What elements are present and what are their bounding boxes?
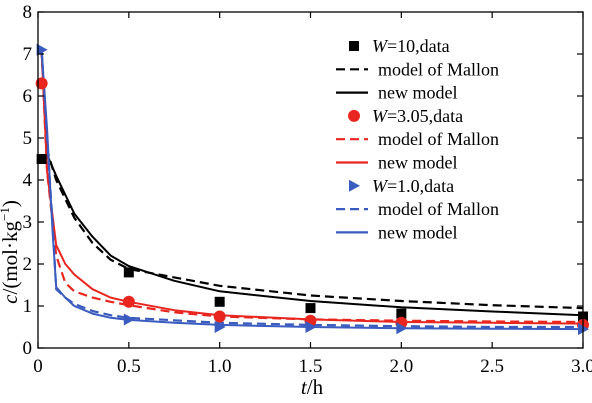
x-axis-title: t/h xyxy=(301,375,324,399)
series-layer xyxy=(40,49,584,331)
y-tick-label: 4 xyxy=(23,170,33,191)
series-line-2 xyxy=(40,49,584,324)
data-point-square xyxy=(36,154,47,164)
series-line-0 xyxy=(40,49,584,310)
y-tick-label: 5 xyxy=(23,128,33,149)
x-tick-label: 0 xyxy=(33,356,43,377)
data-point-triangle xyxy=(214,321,226,333)
data-point-square xyxy=(214,296,225,307)
data-point-triangle xyxy=(36,43,48,56)
data-point-square xyxy=(305,303,316,314)
legend-label: W=1.0,data xyxy=(372,176,454,196)
series-line-4 xyxy=(40,49,583,329)
legend-label: model of Mallon xyxy=(378,59,499,79)
data-point-square xyxy=(123,267,134,278)
legend-marker-circle xyxy=(348,109,360,122)
series-line-5 xyxy=(40,49,584,331)
legend-marker-triangle xyxy=(349,179,360,192)
data-point-triangle xyxy=(396,322,408,335)
x-tick-label: 2.5 xyxy=(480,356,504,377)
y-tick-label: 7 xyxy=(23,44,33,65)
y-tick-label: 1 xyxy=(23,296,33,317)
legend-label: W=3.05,data xyxy=(372,106,463,126)
data-point-circle xyxy=(213,310,226,323)
legend-label: model of Mallon xyxy=(378,199,499,219)
x-tick-label: 3.0 xyxy=(571,356,592,377)
points-layer xyxy=(35,43,589,336)
data-point-triangle xyxy=(305,321,317,333)
x-tick-label: 0.5 xyxy=(117,356,141,377)
data-point-triangle xyxy=(123,313,135,326)
legend-label: new model xyxy=(378,153,457,173)
x-tick-label: 1.0 xyxy=(208,356,232,377)
y-tick-label: 3 xyxy=(23,212,33,233)
y-tick-label: 0 xyxy=(23,338,33,359)
y-axis-title: c/(mol·kg−1) xyxy=(0,200,22,304)
legend-marker-square xyxy=(349,41,359,51)
legend-label: model of Mallon xyxy=(378,129,499,149)
series-line-1 xyxy=(40,49,584,317)
y-tick-label: 8 xyxy=(23,2,33,23)
legend-label: new model xyxy=(378,222,457,242)
x-tick-label: 2.0 xyxy=(389,356,413,377)
series-line-3 xyxy=(40,49,584,325)
data-point-square xyxy=(396,308,407,319)
x-tick-label: 1.5 xyxy=(299,356,323,377)
legend: W=10,data model of Mallon new model W=3.05,… xyxy=(336,36,499,242)
y-tick-label: 2 xyxy=(23,254,33,275)
y-tick-label: 6 xyxy=(23,86,33,107)
data-point-circle xyxy=(122,295,135,308)
legend-label: new model xyxy=(378,83,457,103)
ticks-layer: 0 0.5 1.0 1.5 2.0 2.5 3.0 0 1 2 3 4 5 6 7 8 xyxy=(23,2,592,377)
legend-label: W=10,data xyxy=(372,36,450,56)
